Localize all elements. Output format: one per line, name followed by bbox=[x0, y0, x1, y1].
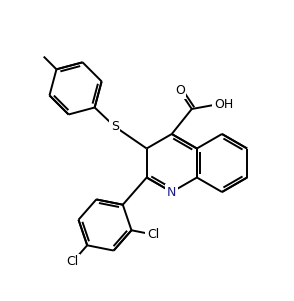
Text: Cl: Cl bbox=[147, 228, 159, 241]
Text: OH: OH bbox=[214, 98, 233, 111]
Text: N: N bbox=[167, 185, 176, 198]
Text: Cl: Cl bbox=[66, 255, 79, 268]
Text: S: S bbox=[111, 120, 119, 133]
Text: O: O bbox=[175, 85, 185, 98]
